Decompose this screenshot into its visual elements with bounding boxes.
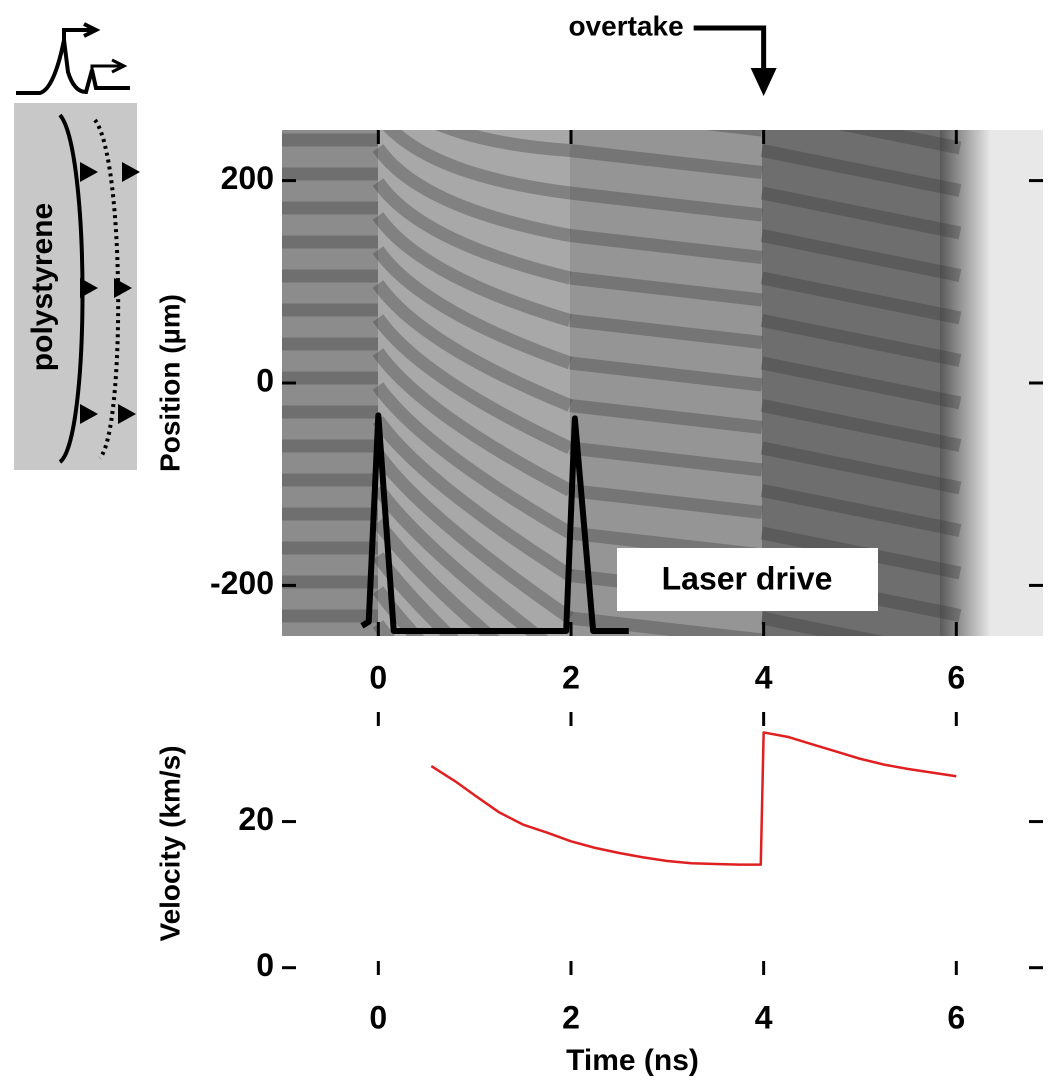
annotation: overtake	[568, 10, 683, 41]
fringe	[569, 314, 763, 349]
series-label: Laser drive	[662, 560, 833, 596]
fringe	[372, 450, 574, 624]
streak-region	[378, 130, 570, 636]
shock-arrow-icon	[90, 58, 128, 74]
fringe	[372, 280, 573, 412]
x-tick-label: 0	[369, 659, 387, 695]
y-tick-label: 0	[256, 362, 274, 398]
fringe	[372, 178, 572, 285]
fringe	[762, 788, 960, 828]
fringe	[435, 130, 571, 157]
fringe	[704, 130, 762, 137]
fringe	[378, 658, 570, 873]
fringe	[760, 484, 962, 537]
y-axis-title: Velocity (km/s)	[154, 745, 185, 941]
y-tick-label: -200	[210, 565, 274, 601]
fringe	[570, 788, 762, 810]
fringe	[372, 246, 573, 370]
fringe	[378, 46, 570, 108]
arrowheads	[80, 162, 140, 424]
fringe	[372, 620, 396, 636]
streak-image	[282, 12, 1043, 913]
fringe	[762, 746, 960, 786]
fringe	[569, 611, 763, 636]
fringe	[372, 518, 500, 636]
fringe	[569, 399, 763, 434]
fringe	[760, 441, 962, 495]
y-tick-label: 20	[238, 801, 274, 837]
fringe	[569, 186, 763, 222]
fringe	[762, 831, 960, 871]
fringe	[762, 66, 960, 106]
x-tick-label: 6	[947, 999, 965, 1035]
y-axis-title: Position (µm)	[154, 294, 185, 472]
fringe	[372, 382, 574, 539]
fringe	[838, 130, 962, 155]
pulse-icon	[16, 39, 130, 95]
fringe	[569, 271, 763, 307]
fringe	[570, 66, 762, 88]
data-line	[360, 412, 629, 634]
fringe	[570, 703, 762, 725]
label-box	[617, 548, 878, 611]
fringe	[760, 356, 962, 410]
fringe	[378, 12, 570, 66]
x-tick-label: 0	[369, 999, 387, 1035]
fringe	[372, 212, 572, 327]
data-line	[430, 731, 957, 866]
fringe	[760, 611, 884, 636]
fringe	[760, 144, 962, 197]
fringe	[372, 314, 573, 454]
fringe	[569, 229, 763, 264]
x-tick-label: 2	[562, 659, 580, 695]
annotation-arrowhead	[750, 68, 777, 96]
fringe	[372, 144, 572, 242]
fringe	[372, 348, 574, 497]
fringe	[760, 314, 962, 367]
fringe	[760, 271, 962, 325]
annotation-arrow	[693, 25, 767, 80]
x-axis-title: Time (ns)	[566, 1044, 699, 1077]
fringe	[570, 873, 762, 895]
y-tick-label: 0	[256, 947, 274, 983]
fringe	[760, 399, 962, 452]
x-tick-label: 4	[755, 659, 773, 695]
fringe	[570, 746, 762, 768]
fringe	[372, 416, 574, 581]
fringe	[570, 661, 762, 683]
fringe	[762, 661, 960, 701]
streak-region	[282, 130, 378, 636]
x-tick-label: 4	[755, 999, 773, 1035]
target-diagram: polystyrene	[14, 22, 140, 470]
fringe	[569, 484, 763, 519]
fringe	[569, 441, 763, 477]
fringe	[569, 144, 763, 179]
y-tick-label: 200	[221, 160, 274, 196]
x-tick-label: 2	[562, 999, 580, 1035]
fringe	[762, 873, 960, 913]
fringe	[569, 356, 763, 392]
fringe	[382, 130, 571, 200]
fringe	[760, 186, 962, 240]
material-label: polystyrene	[26, 203, 59, 371]
fringe	[760, 229, 962, 282]
streak-edge	[940, 130, 990, 636]
x-tick-label: 6	[947, 659, 965, 695]
shock-arrow-icon	[62, 22, 101, 40]
